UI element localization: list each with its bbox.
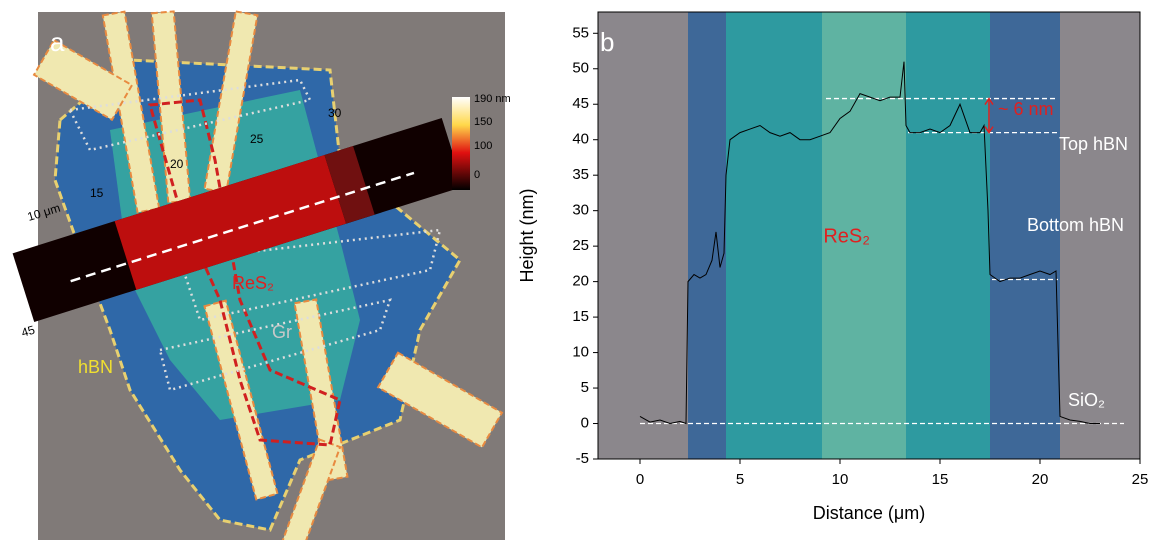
y-tick-label: 35 bbox=[572, 166, 589, 183]
panel-label: b bbox=[600, 27, 614, 57]
material-label: hBN bbox=[78, 357, 113, 377]
x-tick-label: 15 bbox=[932, 471, 949, 488]
y-tick-label: 20 bbox=[572, 273, 589, 290]
annotation: Bottom hBN bbox=[1027, 215, 1124, 235]
region-band bbox=[598, 12, 688, 459]
y-tick-label: 30 bbox=[572, 202, 589, 219]
x-tick-label: 20 bbox=[1032, 471, 1049, 488]
region-band bbox=[906, 12, 990, 459]
colorbar-label: 100 bbox=[474, 140, 492, 152]
scale-label: 30 bbox=[328, 106, 342, 120]
y-tick-label: 50 bbox=[572, 60, 589, 77]
colorbar-label: 190 nm bbox=[474, 93, 511, 105]
region-band bbox=[1060, 12, 1140, 459]
x-tick-label: 25 bbox=[1132, 471, 1149, 488]
colorbar-label: 150 bbox=[474, 116, 492, 128]
arrow-head bbox=[984, 97, 994, 134]
x-tick-label: 5 bbox=[736, 471, 744, 488]
region-band bbox=[688, 12, 726, 459]
material-label: ReS₂ bbox=[232, 273, 274, 293]
y-tick-label: 5 bbox=[581, 379, 589, 396]
scale-label: 45 bbox=[20, 323, 37, 340]
x-axis-title: Distance (μm) bbox=[813, 503, 925, 523]
scale-label: 15 bbox=[90, 186, 104, 200]
y-tick-label: 40 bbox=[572, 131, 589, 148]
annotation: Top hBN bbox=[1059, 134, 1128, 154]
y-axis-title: Height (nm) bbox=[517, 188, 537, 282]
annotation: ~ 6 nm bbox=[998, 99, 1054, 119]
panel-label: a bbox=[50, 27, 65, 57]
region-band bbox=[726, 12, 822, 459]
y-tick-label: 55 bbox=[572, 24, 589, 41]
plot-frame bbox=[597, 11, 1141, 460]
annotation: SiO₂ bbox=[1068, 390, 1105, 410]
y-tick-label: 0 bbox=[581, 414, 589, 431]
annotation: ReS₂ bbox=[823, 225, 870, 247]
x-tick-label: 10 bbox=[832, 471, 849, 488]
region-band bbox=[822, 12, 906, 459]
y-tick-label: 25 bbox=[572, 237, 589, 254]
colorbar-label: 0 bbox=[474, 169, 480, 181]
y-tick-label: 15 bbox=[572, 308, 589, 325]
profile-line bbox=[639, 61, 1100, 425]
optical-image: a 10 μm 15 20 25 30 45 190 nm 150 100 0 … bbox=[12, 10, 511, 545]
region-band bbox=[990, 12, 1060, 459]
y-tick-label: -5 bbox=[576, 450, 589, 467]
x-tick-label: 0 bbox=[636, 471, 644, 488]
scale-label: 25 bbox=[250, 132, 264, 146]
y-tick-label: 10 bbox=[572, 344, 589, 361]
y-tick-label: 45 bbox=[572, 95, 589, 112]
scale-label: 20 bbox=[170, 157, 184, 171]
material-label: Gr bbox=[272, 322, 292, 342]
